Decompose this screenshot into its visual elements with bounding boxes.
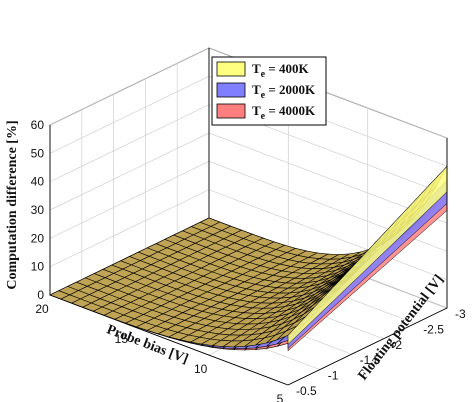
surface-400K — [49, 165, 448, 348]
z-tick-label: 10 — [31, 260, 45, 274]
legend-swatch — [216, 82, 246, 98]
legend: Te = 400K Te = 2000K Te = 4000K — [211, 56, 327, 126]
legend-label: Te = 2000K — [252, 82, 316, 101]
axes-box-front — [49, 48, 448, 386]
tick-labels: 0 10 20 30 40 50 60 20 15 10 5 -0.5 -1 -1.5 -2 -2.5 -3 — [31, 118, 466, 402]
legend-label: Te = 4000K — [252, 103, 316, 122]
y-tick-label: -2 — [391, 338, 402, 352]
y-tick-label: -2.5 — [423, 322, 444, 336]
y-tick-label: -1 — [328, 369, 339, 383]
x-tick-label: 15 — [115, 332, 129, 346]
z-tick-label: 20 — [31, 231, 45, 245]
legend-swatch — [216, 103, 246, 119]
surfaces — [49, 165, 448, 352]
legend-label: Te = 400K — [252, 61, 310, 80]
z-tick-label: 50 — [31, 146, 45, 160]
z-tick-label: 40 — [31, 175, 45, 189]
x-tick-label: 5 — [277, 392, 284, 402]
y-tick-label: -0.5 — [296, 384, 317, 398]
y-axis-line — [287, 307, 448, 386]
x-tick-label: 20 — [35, 302, 49, 316]
z-tick-label: 30 — [31, 203, 45, 217]
x-tick-label: 10 — [194, 362, 208, 376]
z-tick-label: 60 — [31, 118, 45, 132]
y-tick-label: -1.5 — [360, 353, 381, 367]
x-axis-line — [49, 294, 289, 386]
z-axis-label: Computation difference [%] — [5, 120, 20, 289]
z-tick-label: 0 — [37, 288, 44, 302]
y-tick-label: -3 — [455, 307, 466, 321]
legend-swatch — [216, 61, 246, 77]
